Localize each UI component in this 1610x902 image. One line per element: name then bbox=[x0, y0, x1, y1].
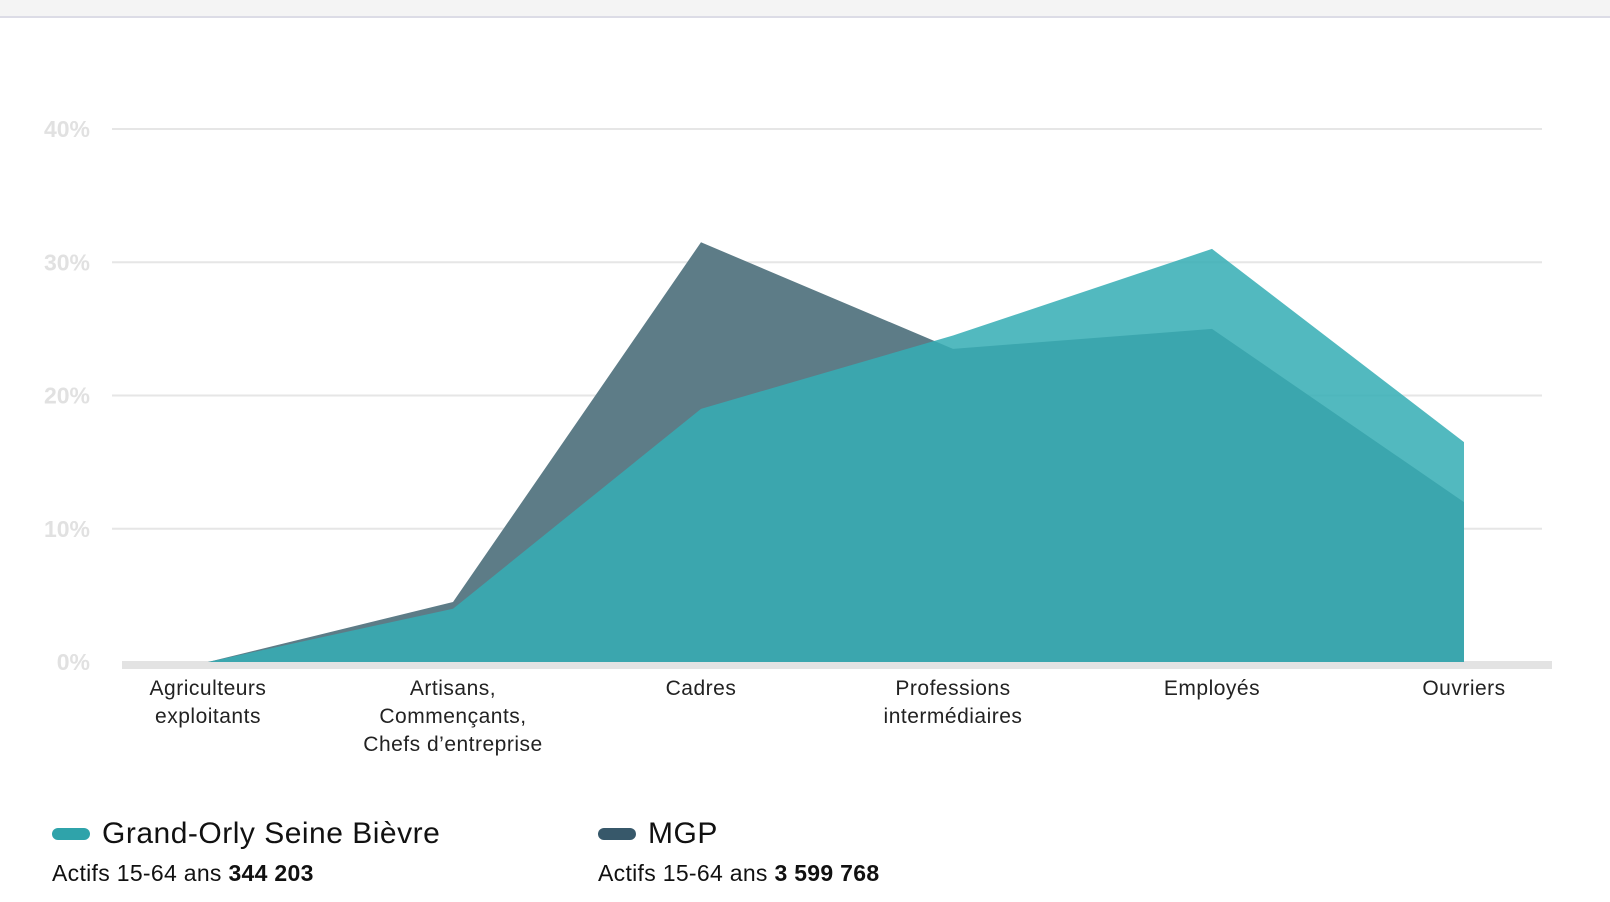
x-axis-ticks: Agriculteurs exploitants Artisans, Commença… bbox=[150, 677, 1506, 756]
x-tick-label: Ouvriers bbox=[1422, 677, 1505, 700]
legend-sub-value-gosb: 344 203 bbox=[228, 860, 314, 886]
x-tick-label: Professions intermédiaires bbox=[884, 677, 1023, 728]
legend-label-gosb: Grand-Orly Seine Bièvre bbox=[102, 817, 441, 850]
area-gosb bbox=[208, 248, 1464, 663]
top-bar bbox=[0, 0, 1610, 18]
legend-swatch-gosb bbox=[52, 828, 90, 840]
y-tick-label: 0% bbox=[57, 649, 90, 675]
x-tick-label: Employés bbox=[1164, 677, 1260, 700]
legend-sub-prefix-gosb: Actifs 15-64 ans bbox=[52, 860, 222, 886]
x-tick-label: Artisans, Commençants, Chefs d’entreprise bbox=[363, 677, 542, 756]
y-tick-label: 10% bbox=[44, 516, 90, 542]
legend-sub-value-mgp: 3 599 768 bbox=[774, 860, 880, 886]
y-tick-label: 40% bbox=[44, 116, 90, 142]
legend-subtitle-mgp: Actifs 15-64 ans 3 599 768 bbox=[598, 860, 879, 887]
legend-swatch-mgp bbox=[598, 828, 636, 840]
legend-item-gosb: Grand-Orly Seine Bièvre Actifs 15-64 ans… bbox=[52, 816, 440, 887]
legend-item-mgp: MGP Actifs 15-64 ans 3 599 768 bbox=[598, 816, 879, 887]
y-tick-label: 20% bbox=[44, 383, 90, 409]
legend-sub-prefix-mgp: Actifs 15-64 ans bbox=[598, 860, 768, 886]
x-axis-baseline bbox=[122, 661, 1552, 669]
y-tick-label: 30% bbox=[44, 249, 90, 275]
legend-label-mgp: MGP bbox=[648, 817, 718, 850]
x-tick-label: Agriculteurs exploitants bbox=[150, 677, 267, 728]
area-chart: 0% 10% 20% 30% 40% Agriculteurs exploitants Ar… bbox=[44, 116, 1552, 756]
legend-subtitle-gosb: Actifs 15-64 ans 344 203 bbox=[52, 860, 440, 887]
x-tick-label: Cadres bbox=[666, 677, 737, 700]
area-layer bbox=[208, 242, 1464, 663]
y-axis-ticks: 0% 10% 20% 30% 40% bbox=[44, 116, 90, 675]
